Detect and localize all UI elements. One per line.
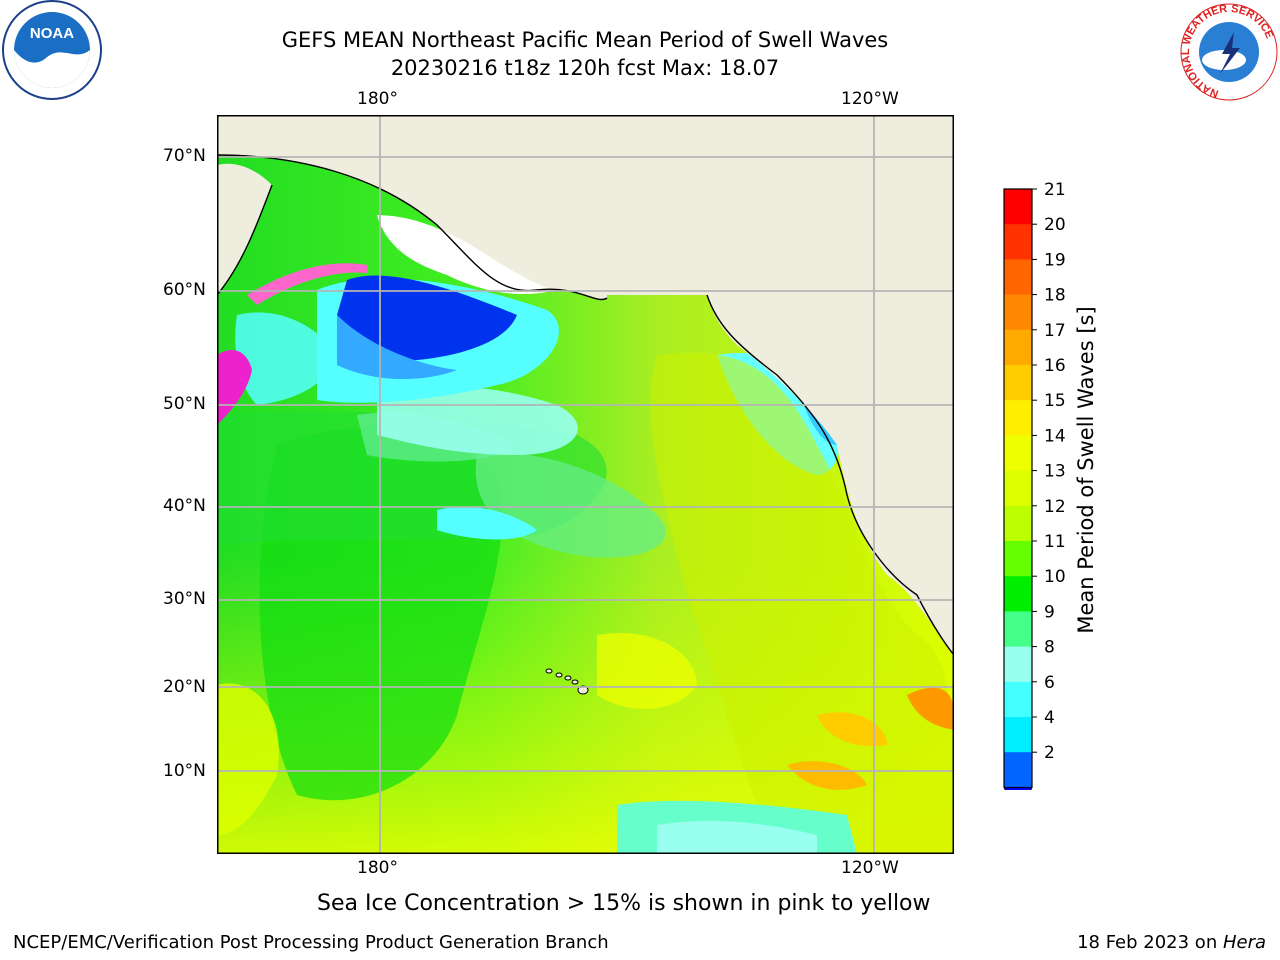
- colorbar: 21 20 19 18 17 16 15 14 13 12 11 10 9 8 6 4 2: [995, 180, 1125, 817]
- colorbar-tick-label-11: 11: [1044, 532, 1066, 552]
- land-bering-ice: [377, 215, 557, 295]
- top-lon-label-180: 180°: [357, 89, 398, 109]
- footer-host: Hera: [1222, 932, 1266, 953]
- colorbar-tick-label-15: 15: [1044, 391, 1066, 411]
- colorbar-swatch-4: [1004, 717, 1032, 753]
- orange-patch-south-2: [817, 712, 887, 747]
- bottom-lon-label-120w: 120°W: [841, 858, 899, 878]
- lat-label-40n: 40°N: [163, 496, 206, 516]
- colorbar-tick-label-20: 20: [1044, 215, 1066, 235]
- colorbar-swatch-10: [1004, 576, 1032, 612]
- yellow-southwest: [217, 683, 279, 835]
- lat-label-20n: 20°N: [163, 677, 206, 697]
- colorbar-tick-label-2: 2: [1044, 743, 1055, 763]
- colorbar-swatch-9: [1004, 611, 1032, 648]
- colorbar-swatch-18: [1004, 294, 1032, 331]
- top-lon-label-120w: 120°W: [841, 89, 899, 109]
- lat-label-50n: 50°N: [163, 394, 206, 414]
- colorbar-tick-label-10: 10: [1044, 567, 1066, 587]
- map-border: [217, 115, 954, 854]
- colorbar-frame: [1003, 188, 1033, 788]
- equatorial-aqua: [657, 820, 817, 854]
- colorbar-tick-label-17: 17: [1044, 321, 1066, 341]
- colorbar-swatch-12: [1004, 505, 1032, 542]
- colorbar-swatch-6: [1004, 681, 1032, 718]
- swell-period-map: [216, 115, 955, 854]
- sea-ice-western: [217, 350, 252, 425]
- colorbar-swatch-11: [1004, 541, 1032, 577]
- sea-ice-bering-edge: [247, 263, 367, 305]
- footer-left: NCEP/EMC/Verification Post Processing Pr…: [13, 932, 609, 953]
- orange-patch-east: [907, 687, 954, 730]
- colorbar-swatch-17: [1004, 329, 1032, 366]
- colorbar-swatch-2: [1004, 752, 1032, 788]
- lat-label-30n: 30°N: [163, 589, 206, 609]
- colorbar-tick-label-9: 9: [1044, 602, 1055, 622]
- footer-right: 18 Feb 2023 on Hera: [1077, 932, 1266, 953]
- land-north-america: [707, 295, 954, 655]
- lat-label-60n: 60°N: [163, 280, 206, 300]
- sea-ice-caption: Sea Ice Concentration > 15% is shown in …: [317, 891, 931, 916]
- colorbar-swatch-15: [1004, 400, 1032, 436]
- colorbar-swatch-20: [1004, 224, 1032, 260]
- colorbar-tick-label-19: 19: [1044, 250, 1066, 270]
- colorbar-swatch-8: [1004, 646, 1032, 683]
- deep-blue-gulf: [337, 275, 517, 360]
- colorbar-swatch-19: [1004, 259, 1032, 296]
- orange-patch-south-1: [787, 761, 867, 790]
- coastline-north-america: [706, 294, 955, 656]
- colorbar-tick-label-6: 6: [1044, 673, 1055, 693]
- lat-label-10n: 10°N: [163, 761, 206, 781]
- land-alaska: [217, 115, 954, 300]
- coastline-siberia: [216, 184, 273, 296]
- colorbar-swatch-21: [1004, 189, 1032, 225]
- colorbar-tick-label-21: 21: [1044, 180, 1066, 200]
- lat-label-70n: 70°N: [163, 146, 206, 166]
- land-siberia-west: [217, 163, 272, 295]
- colorbar-tick-label-16: 16: [1044, 356, 1066, 376]
- graticule: [217, 115, 954, 854]
- colorbar-swatch-13: [1004, 470, 1032, 507]
- yellow-east-2: [597, 633, 697, 709]
- bottom-lon-label-180: 180°: [357, 858, 398, 878]
- colorbar-tick-label-12: 12: [1044, 497, 1066, 517]
- chart-title-line1: GEFS MEAN Northeast Pacific Mean Period …: [281, 28, 889, 52]
- noaa-logo-text: NOAA: [30, 25, 74, 42]
- noaa-logo: NOAA: [0, 0, 104, 104]
- footer-date: 18 Feb 2023 on: [1077, 932, 1223, 953]
- chart-title-line2: 20230216 t18z 120h fcst Max: 18.07: [390, 56, 780, 80]
- mid-blue-gulf: [337, 315, 457, 380]
- colorbar-extend-triangle: [1003, 786, 1033, 817]
- cyan-blob-pacific: [437, 506, 537, 540]
- colorbar-tick-label-13: 13: [1044, 462, 1066, 482]
- western-cyan: [235, 312, 337, 405]
- colorbar-swatch-16: [1004, 365, 1032, 401]
- colorbar-swatch-14: [1004, 435, 1032, 472]
- nws-logo: NATIONAL WEATHER SERVICE: [1178, 2, 1280, 102]
- hawaii-islands: [545, 668, 589, 695]
- colorbar-tick-label-4: 4: [1044, 708, 1055, 728]
- colorbar-tick-label-14: 14: [1044, 426, 1066, 446]
- colorbar-tick-label-8: 8: [1044, 638, 1055, 658]
- colorbar-tick-label-18: 18: [1044, 286, 1066, 306]
